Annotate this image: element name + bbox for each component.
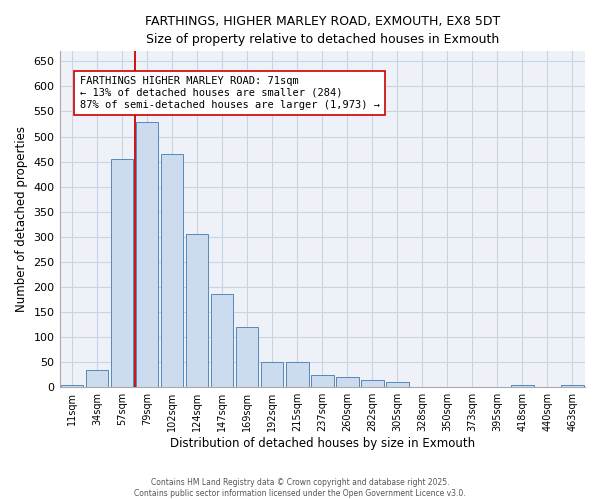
Text: FARTHINGS HIGHER MARLEY ROAD: 71sqm
← 13% of detached houses are smaller (284)
8: FARTHINGS HIGHER MARLEY ROAD: 71sqm ← 13… [80, 76, 380, 110]
Text: Contains HM Land Registry data © Crown copyright and database right 2025.
Contai: Contains HM Land Registry data © Crown c… [134, 478, 466, 498]
Bar [111, 159, 133, 387]
Bar [61, 384, 83, 387]
Bar [161, 154, 184, 387]
Bar [86, 370, 109, 387]
Bar [236, 327, 259, 387]
Bar [336, 377, 359, 387]
Bar [211, 294, 233, 387]
Bar [311, 374, 334, 387]
Title: FARTHINGS, HIGHER MARLEY ROAD, EXMOUTH, EX8 5DT
Size of property relative to det: FARTHINGS, HIGHER MARLEY ROAD, EXMOUTH, … [145, 15, 500, 46]
Bar [136, 122, 158, 387]
Bar [511, 384, 534, 387]
Bar [386, 382, 409, 387]
Bar [261, 362, 283, 387]
Y-axis label: Number of detached properties: Number of detached properties [15, 126, 28, 312]
Bar [186, 234, 208, 387]
Bar [286, 362, 308, 387]
Bar [361, 380, 383, 387]
X-axis label: Distribution of detached houses by size in Exmouth: Distribution of detached houses by size … [170, 437, 475, 450]
Bar [561, 384, 584, 387]
